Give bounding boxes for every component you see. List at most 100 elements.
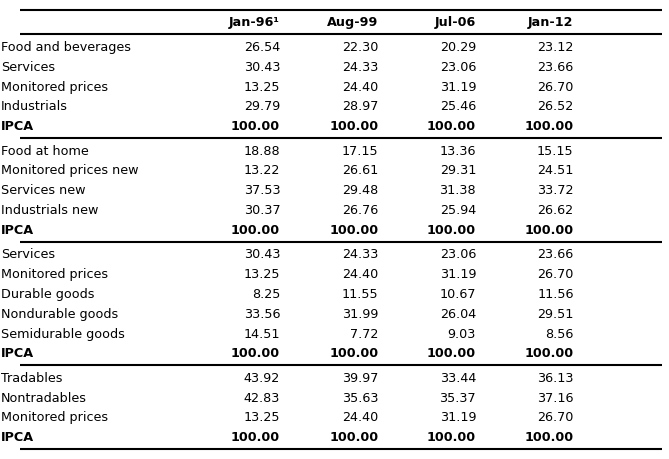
Text: 100.00: 100.00 xyxy=(231,224,280,236)
Text: 100.00: 100.00 xyxy=(524,224,574,236)
Text: 29.31: 29.31 xyxy=(440,164,476,177)
Text: 24.33: 24.33 xyxy=(342,248,379,261)
Text: 24.40: 24.40 xyxy=(342,268,379,280)
Text: 29.48: 29.48 xyxy=(342,184,379,197)
Text: Semidurable goods: Semidurable goods xyxy=(1,327,124,340)
Text: Monitored prices: Monitored prices xyxy=(1,268,108,280)
Text: 100.00: 100.00 xyxy=(329,120,379,133)
Text: 33.44: 33.44 xyxy=(440,371,476,384)
Text: 24.40: 24.40 xyxy=(342,80,379,93)
Text: Food at home: Food at home xyxy=(1,144,88,157)
Text: 18.88: 18.88 xyxy=(244,144,280,157)
Text: 11.56: 11.56 xyxy=(537,287,574,300)
Text: 30.37: 30.37 xyxy=(244,204,280,217)
Text: 26.62: 26.62 xyxy=(538,204,574,217)
Text: Tradables: Tradables xyxy=(1,371,62,384)
Text: 25.46: 25.46 xyxy=(440,100,476,113)
Text: 9.03: 9.03 xyxy=(448,327,476,340)
Text: 100.00: 100.00 xyxy=(231,347,280,360)
Text: 100.00: 100.00 xyxy=(329,224,379,236)
Text: IPCA: IPCA xyxy=(1,431,34,443)
Text: 26.70: 26.70 xyxy=(537,80,574,93)
Text: 8.56: 8.56 xyxy=(545,327,574,340)
Text: 8.25: 8.25 xyxy=(252,287,280,300)
Text: 39.97: 39.97 xyxy=(342,371,379,384)
Text: Industrials new: Industrials new xyxy=(1,204,98,217)
Text: Services: Services xyxy=(1,248,55,261)
Text: Jul-06: Jul-06 xyxy=(435,16,476,29)
Text: 24.40: 24.40 xyxy=(342,411,379,424)
Text: 26.70: 26.70 xyxy=(537,268,574,280)
Text: 31.19: 31.19 xyxy=(440,268,476,280)
Text: 36.13: 36.13 xyxy=(537,371,574,384)
Text: 23.66: 23.66 xyxy=(537,248,574,261)
Text: 13.25: 13.25 xyxy=(244,80,280,93)
Text: 13.25: 13.25 xyxy=(244,268,280,280)
Text: Industrials: Industrials xyxy=(1,100,68,113)
Text: Services: Services xyxy=(1,61,55,73)
Text: 100.00: 100.00 xyxy=(427,224,476,236)
Text: Durable goods: Durable goods xyxy=(1,287,94,300)
Text: 100.00: 100.00 xyxy=(524,120,574,133)
Text: 100.00: 100.00 xyxy=(427,347,476,360)
Text: 43.92: 43.92 xyxy=(244,371,280,384)
Text: 26.76: 26.76 xyxy=(342,204,379,217)
Text: 31.38: 31.38 xyxy=(440,184,476,197)
Text: Services new: Services new xyxy=(1,184,86,197)
Text: 37.16: 37.16 xyxy=(537,391,574,404)
Text: Monitored prices new: Monitored prices new xyxy=(1,164,138,177)
Text: 33.72: 33.72 xyxy=(537,184,574,197)
Text: 100.00: 100.00 xyxy=(427,120,476,133)
Text: 10.67: 10.67 xyxy=(440,287,476,300)
Text: 37.53: 37.53 xyxy=(244,184,280,197)
Text: 100.00: 100.00 xyxy=(427,431,476,443)
Text: Aug-99: Aug-99 xyxy=(327,16,379,29)
Text: 7.72: 7.72 xyxy=(350,327,379,340)
Text: Nontradables: Nontradables xyxy=(1,391,87,404)
Text: 17.15: 17.15 xyxy=(342,144,379,157)
Text: 42.83: 42.83 xyxy=(244,391,280,404)
Text: Monitored prices: Monitored prices xyxy=(1,80,108,93)
Text: 20.29: 20.29 xyxy=(440,41,476,54)
Text: 14.51: 14.51 xyxy=(244,327,280,340)
Text: 100.00: 100.00 xyxy=(231,431,280,443)
Text: 13.36: 13.36 xyxy=(440,144,476,157)
Text: 11.55: 11.55 xyxy=(342,287,379,300)
Text: 23.06: 23.06 xyxy=(440,248,476,261)
Text: Food and beverages: Food and beverages xyxy=(1,41,131,54)
Text: 24.51: 24.51 xyxy=(537,164,574,177)
Text: 26.52: 26.52 xyxy=(537,100,574,113)
Text: Jan-96¹: Jan-96¹ xyxy=(229,16,280,29)
Text: 26.70: 26.70 xyxy=(537,411,574,424)
Text: 31.19: 31.19 xyxy=(440,411,476,424)
Text: 28.97: 28.97 xyxy=(342,100,379,113)
Text: 33.56: 33.56 xyxy=(244,307,280,320)
Text: 24.33: 24.33 xyxy=(342,61,379,73)
Text: 30.43: 30.43 xyxy=(244,61,280,73)
Text: 23.06: 23.06 xyxy=(440,61,476,73)
Text: 30.43: 30.43 xyxy=(244,248,280,261)
Text: 100.00: 100.00 xyxy=(524,347,574,360)
Text: 15.15: 15.15 xyxy=(537,144,574,157)
Text: 100.00: 100.00 xyxy=(231,120,280,133)
Text: 26.54: 26.54 xyxy=(244,41,280,54)
Text: 13.25: 13.25 xyxy=(244,411,280,424)
Text: 100.00: 100.00 xyxy=(524,431,574,443)
Text: IPCA: IPCA xyxy=(1,347,34,360)
Text: Monitored prices: Monitored prices xyxy=(1,411,108,424)
Text: IPCA: IPCA xyxy=(1,120,34,133)
Text: 23.66: 23.66 xyxy=(537,61,574,73)
Text: 35.63: 35.63 xyxy=(342,391,379,404)
Text: 23.12: 23.12 xyxy=(537,41,574,54)
Text: 26.04: 26.04 xyxy=(440,307,476,320)
Text: 29.51: 29.51 xyxy=(537,307,574,320)
Text: 13.22: 13.22 xyxy=(244,164,280,177)
Text: 31.19: 31.19 xyxy=(440,80,476,93)
Text: 26.61: 26.61 xyxy=(342,164,379,177)
Text: 35.37: 35.37 xyxy=(440,391,476,404)
Text: IPCA: IPCA xyxy=(1,224,34,236)
Text: 100.00: 100.00 xyxy=(329,431,379,443)
Text: 100.00: 100.00 xyxy=(329,347,379,360)
Text: 29.79: 29.79 xyxy=(244,100,280,113)
Text: Nondurable goods: Nondurable goods xyxy=(1,307,118,320)
